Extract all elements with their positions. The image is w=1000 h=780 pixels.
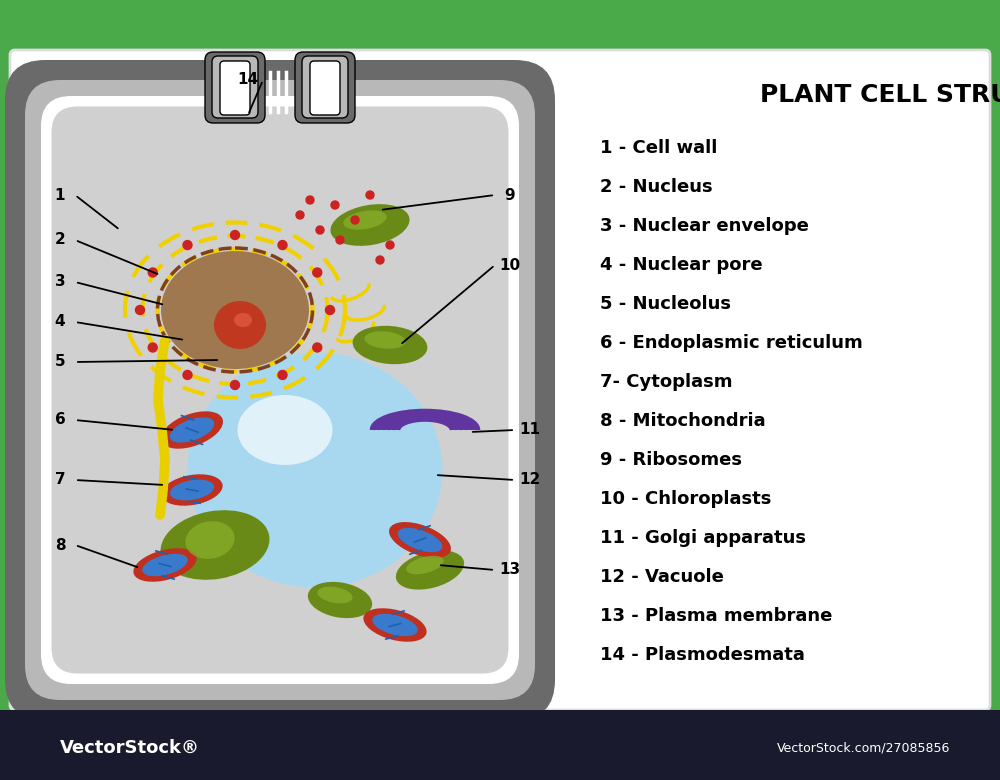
Text: 5: 5: [55, 354, 65, 370]
Text: 10: 10: [499, 257, 521, 272]
Text: 4: 4: [55, 314, 65, 329]
Text: 14: 14: [237, 73, 259, 87]
FancyBboxPatch shape: [302, 56, 348, 118]
Text: VectorStock.com/27085856: VectorStock.com/27085856: [777, 742, 950, 754]
Ellipse shape: [133, 548, 197, 582]
Text: 6 - Endoplasmic reticulum: 6 - Endoplasmic reticulum: [600, 334, 863, 352]
Ellipse shape: [161, 411, 223, 448]
Ellipse shape: [330, 204, 410, 246]
Ellipse shape: [308, 582, 372, 618]
Text: 10 - Chloroplasts: 10 - Chloroplasts: [600, 490, 771, 508]
Circle shape: [230, 231, 239, 239]
FancyBboxPatch shape: [212, 56, 258, 118]
Text: 12 - Vacuole: 12 - Vacuole: [600, 568, 724, 586]
Ellipse shape: [398, 528, 442, 552]
Text: 6: 6: [55, 413, 65, 427]
FancyBboxPatch shape: [25, 80, 535, 700]
Ellipse shape: [343, 211, 387, 229]
Ellipse shape: [364, 332, 406, 349]
Ellipse shape: [234, 313, 252, 327]
Ellipse shape: [372, 614, 418, 636]
Circle shape: [366, 191, 374, 199]
Ellipse shape: [317, 587, 353, 604]
Ellipse shape: [142, 554, 188, 576]
Circle shape: [148, 343, 157, 352]
Text: 2: 2: [55, 232, 65, 247]
Text: 7: 7: [55, 473, 65, 488]
Text: 1: 1: [55, 187, 65, 203]
Circle shape: [296, 211, 304, 219]
Text: 1 - Cell wall: 1 - Cell wall: [600, 139, 717, 157]
Circle shape: [386, 241, 394, 249]
Circle shape: [230, 381, 240, 389]
FancyBboxPatch shape: [47, 102, 513, 678]
FancyBboxPatch shape: [220, 61, 250, 115]
Ellipse shape: [170, 417, 214, 442]
FancyBboxPatch shape: [41, 96, 519, 684]
Text: 4 - Nuclear pore: 4 - Nuclear pore: [600, 256, 763, 274]
Ellipse shape: [238, 395, 332, 465]
Text: 9 - Ribosomes: 9 - Ribosomes: [600, 451, 742, 469]
FancyBboxPatch shape: [310, 61, 340, 115]
FancyBboxPatch shape: [415, 115, 505, 475]
Ellipse shape: [406, 555, 444, 574]
Ellipse shape: [185, 521, 235, 559]
Circle shape: [351, 216, 359, 224]
Ellipse shape: [353, 326, 427, 364]
Circle shape: [136, 306, 144, 314]
Text: 12: 12: [519, 473, 541, 488]
Circle shape: [183, 240, 192, 250]
Text: 7- Cytoplasm: 7- Cytoplasm: [600, 373, 732, 391]
Ellipse shape: [161, 251, 309, 369]
Bar: [0, 710, 1000, 780]
Circle shape: [376, 256, 384, 264]
Text: 13: 13: [499, 562, 521, 577]
Ellipse shape: [214, 301, 266, 349]
Text: 13 - Plasma membrane: 13 - Plasma membrane: [600, 607, 832, 625]
Text: VectorStock®: VectorStock®: [60, 739, 200, 757]
FancyBboxPatch shape: [205, 52, 265, 123]
Circle shape: [183, 370, 192, 379]
FancyBboxPatch shape: [295, 52, 355, 123]
Ellipse shape: [188, 353, 442, 587]
Text: 14 - Plasmodesmata: 14 - Plasmodesmata: [600, 646, 805, 664]
Ellipse shape: [389, 522, 451, 558]
Text: 3 - Nuclear envelope: 3 - Nuclear envelope: [600, 217, 809, 235]
Ellipse shape: [161, 510, 269, 580]
FancyBboxPatch shape: [10, 50, 990, 710]
Text: 3: 3: [55, 275, 65, 289]
Circle shape: [316, 226, 324, 234]
Circle shape: [331, 201, 339, 209]
Circle shape: [278, 370, 287, 379]
Text: 8 - Mitochondria: 8 - Mitochondria: [600, 412, 766, 430]
Text: 8: 8: [55, 537, 65, 552]
Circle shape: [326, 306, 334, 314]
Circle shape: [313, 268, 322, 277]
Circle shape: [148, 268, 157, 277]
FancyBboxPatch shape: [52, 107, 509, 673]
Circle shape: [313, 343, 322, 352]
Circle shape: [278, 240, 287, 250]
Ellipse shape: [396, 551, 464, 590]
Text: 11: 11: [520, 423, 540, 438]
Ellipse shape: [161, 474, 223, 505]
FancyBboxPatch shape: [5, 60, 555, 720]
Circle shape: [306, 196, 314, 204]
Ellipse shape: [170, 480, 214, 500]
Ellipse shape: [363, 608, 427, 642]
Text: 5 - Nucleolus: 5 - Nucleolus: [600, 295, 731, 313]
Text: 9: 9: [505, 187, 515, 203]
Text: PLANT CELL STRUCTURE: PLANT CELL STRUCTURE: [760, 83, 1000, 107]
Text: 11 - Golgi apparatus: 11 - Golgi apparatus: [600, 529, 806, 547]
Circle shape: [336, 236, 344, 244]
FancyBboxPatch shape: [425, 130, 470, 460]
Text: 2 - Nucleus: 2 - Nucleus: [600, 178, 713, 196]
